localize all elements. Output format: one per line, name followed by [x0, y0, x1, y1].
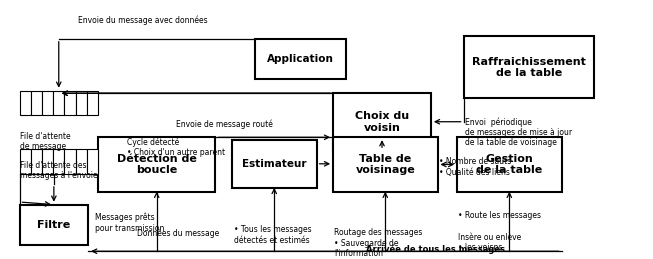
Bar: [76, 91, 87, 115]
Bar: [65, 149, 76, 174]
Text: File d'attente des
messages à l'envoie: File d'attente des messages à l'envoie: [20, 161, 97, 180]
Text: Envoie de message routé: Envoie de message routé: [176, 119, 273, 129]
Bar: [457, 137, 562, 192]
Bar: [31, 149, 42, 174]
Bar: [65, 91, 76, 115]
Text: • Tous les messages
détectés et estimés: • Tous les messages détectés et estimés: [234, 225, 311, 245]
Bar: [87, 91, 98, 115]
Bar: [31, 91, 42, 115]
Text: • Route les messages: • Route les messages: [458, 211, 541, 220]
Bar: [333, 93, 431, 150]
Text: Filtre: Filtre: [37, 220, 71, 230]
Text: Messages prêts
pour transmission: Messages prêts pour transmission: [95, 213, 164, 233]
Text: Envoi  périodique
de messages de mise à jour
de la table de voisinage: Envoi périodique de messages de mise à j…: [465, 117, 572, 147]
Text: Routage des messages
• Sauvegarde de
l'information: Routage des messages • Sauvegarde de l'i…: [334, 228, 422, 258]
Text: File d'attente
de message: File d'attente de message: [20, 132, 71, 152]
Bar: [53, 149, 65, 174]
Bar: [20, 149, 31, 174]
Text: • Qualité des liens: • Qualité des liens: [439, 168, 510, 177]
Bar: [87, 149, 98, 174]
Text: Gestion
de la table: Gestion de la table: [476, 154, 543, 175]
Bar: [98, 137, 215, 192]
Text: Détection de
boucle: Détection de boucle: [117, 154, 197, 175]
Text: Table de
voisinage: Table de voisinage: [355, 154, 415, 175]
Text: Envoie du message avec données: Envoie du message avec données: [78, 16, 208, 25]
Bar: [255, 39, 346, 79]
Bar: [232, 140, 317, 188]
Bar: [42, 149, 53, 174]
Bar: [20, 205, 88, 245]
Text: Insère ou enlève
• les voisns: Insère ou enlève • les voisns: [458, 233, 522, 253]
Bar: [42, 91, 53, 115]
Text: Données du message: Données du message: [137, 228, 219, 238]
Text: Application: Application: [267, 54, 334, 64]
Bar: [53, 91, 65, 115]
Text: Cycle détecté
• Choix d'un autre parent: Cycle détecté • Choix d'un autre parent: [127, 137, 225, 157]
Text: • Nombre de sauts: • Nombre de sauts: [439, 157, 511, 166]
Text: Raffraichissement
de la table: Raffraichissement de la table: [472, 56, 586, 78]
Bar: [333, 137, 438, 192]
Bar: [76, 149, 87, 174]
Bar: [20, 91, 31, 115]
Text: Arrivée de tous les messages: Arrivée de tous les messages: [366, 245, 505, 254]
Bar: [464, 36, 594, 98]
Text: Choix du
voisin: Choix du voisin: [355, 111, 409, 133]
Text: Estimateur: Estimateur: [242, 159, 306, 169]
